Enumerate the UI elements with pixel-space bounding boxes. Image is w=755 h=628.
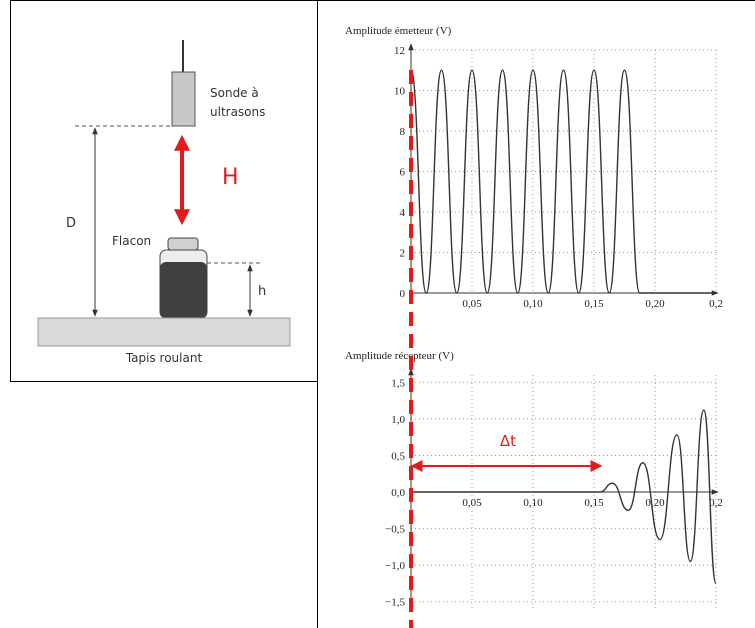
y-tick-label: 12 — [394, 45, 405, 57]
flask-label: Flacon — [112, 234, 151, 248]
x-tick-label: 0,10 — [523, 497, 543, 509]
x-tick-label: 0,05 — [462, 497, 482, 509]
h-label: H — [222, 165, 239, 190]
y-tick-label: 1,5 — [391, 377, 405, 389]
probe-label: Sonde à — [210, 86, 259, 100]
charts: 0 2 4 6 8 10 12 0,05 0,10 0,15 0,20 0,2 Amplitude ém… — [345, 25, 723, 609]
signal-curve — [410, 409, 717, 585]
probe-label: ultrasons — [210, 105, 265, 119]
small-h-label: h — [258, 284, 266, 299]
diagram: Sonde à ultrasons H D Flacon h Tapis rou… — [37, 40, 291, 365]
y-tick-label: 0,0 — [391, 487, 405, 499]
x-tick-label: 0,15 — [584, 298, 604, 310]
y-tick-label: 6 — [400, 167, 406, 179]
flask-liquid — [160, 262, 207, 318]
x-tick-label: 0,20 — [645, 497, 665, 509]
x-tick-label: 0,10 — [523, 298, 543, 310]
y-tick-label: −1,5 — [385, 597, 405, 609]
belt — [37, 317, 291, 347]
d-label: D — [66, 216, 76, 231]
x-tick-label: 0,20 — [645, 298, 665, 310]
x-tick-label: 0,05 — [462, 298, 482, 310]
probe — [171, 71, 196, 127]
y-tick-label: 0,5 — [391, 450, 405, 462]
flask-cap — [167, 237, 199, 251]
y-tick-label: 8 — [400, 126, 406, 138]
x-tick-label: 0,2 — [709, 497, 723, 509]
y-tick-label: −1,0 — [385, 560, 405, 572]
belt-label: Tapis roulant — [125, 351, 203, 365]
signal-curve — [410, 69, 716, 294]
y-tick-label: 4 — [400, 207, 406, 219]
y-tick-label: −0,5 — [385, 524, 405, 536]
y-axis-title: Amplitude émetteur (V) — [345, 25, 452, 37]
x-tick-label: 0,2 — [709, 298, 723, 310]
y-tick-label: 10 — [394, 86, 406, 98]
y-tick-label: 0 — [400, 288, 406, 300]
y-tick-label: 1,0 — [391, 414, 405, 426]
x-tick-label: 0,15 — [584, 497, 604, 509]
delta-t-label: Δt — [500, 432, 516, 450]
y-axis-title: Amplitude récepteur (V) — [345, 350, 454, 362]
y-tick-label: 2 — [400, 248, 406, 260]
